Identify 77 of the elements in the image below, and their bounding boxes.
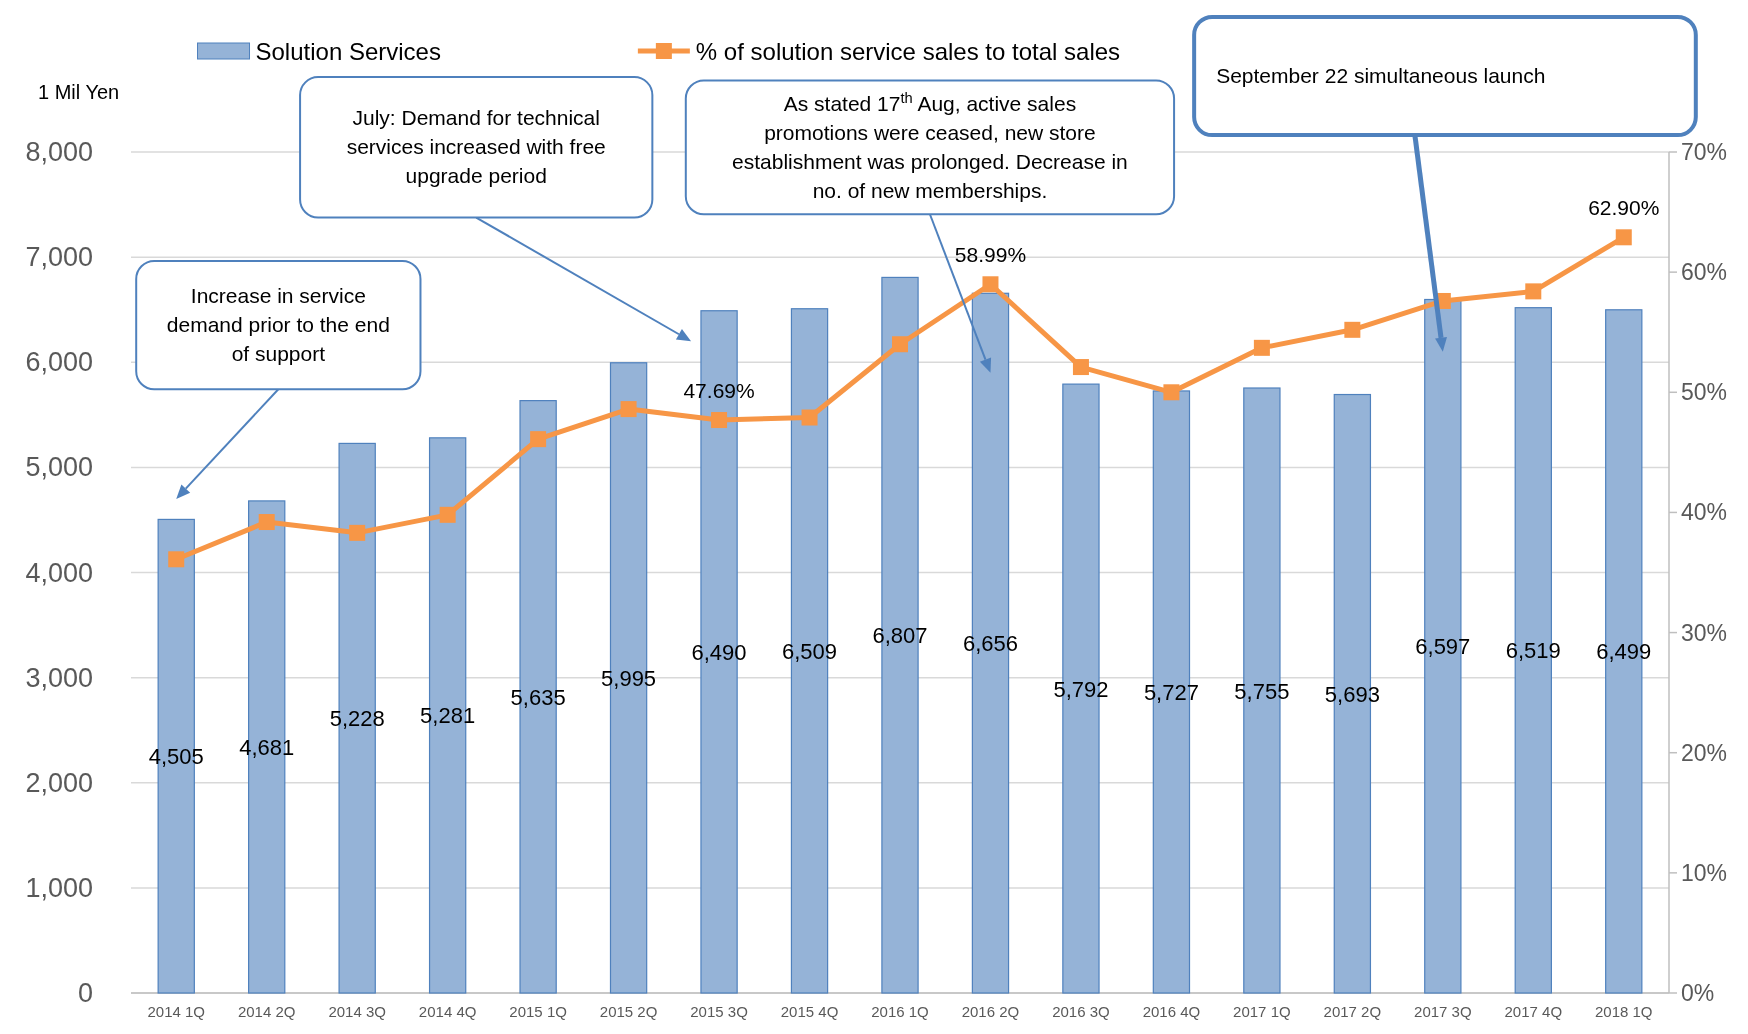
- data-label: 5,727: [1143, 679, 1199, 705]
- point: [982, 276, 999, 293]
- y-tick-label: 2,000: [25, 767, 93, 798]
- legend-label: % of solution service sales to total sales: [695, 38, 1121, 65]
- point: [1163, 384, 1180, 401]
- y-tick-label: 4,000: [25, 557, 93, 588]
- data-label: 5,755: [1234, 678, 1290, 704]
- y2-tick-label: 40%: [1681, 499, 1728, 526]
- y2-tick-label: 0%: [1681, 980, 1715, 1006]
- x-tick-label: 2018 1Q: [1594, 1003, 1653, 1020]
- data-label: 5,792: [1053, 676, 1109, 702]
- x-tick-label: 2015 4Q: [780, 1003, 839, 1020]
- data-label: 4,681: [239, 734, 295, 760]
- x-tick-label: 2014 4Q: [418, 1003, 477, 1020]
- point: [1072, 359, 1089, 376]
- legend-label: Solution Services: [255, 38, 441, 65]
- y-tick-label: 7,000: [25, 242, 93, 273]
- data-label: 5,281: [420, 703, 476, 729]
- x-tick-label: 2015 1Q: [509, 1003, 567, 1020]
- data-label: 6,597: [1415, 634, 1471, 660]
- x-tick-label: 2017 4Q: [1504, 1003, 1563, 1020]
- x-tick-label: 2015 2Q: [599, 1003, 658, 1020]
- y2-tick-label: 10%: [1681, 859, 1728, 886]
- point: [801, 409, 818, 426]
- y-tick-label: 1,000: [25, 872, 93, 903]
- data-label: 62.90%: [1588, 196, 1660, 220]
- y2-tick-label: 70%: [1681, 139, 1728, 165]
- point: [711, 412, 728, 429]
- point: [892, 336, 908, 353]
- y2-tick-label: 20%: [1681, 739, 1728, 766]
- y-tick-label: 5,000: [25, 452, 93, 483]
- x-tick-label: 2015 3Q: [690, 1003, 748, 1020]
- annotation: July: Demand for technical services increased with free upgrade period: [346, 106, 606, 188]
- x-tick-label: 2016 3Q: [1052, 1003, 1110, 1020]
- point: [1525, 283, 1542, 300]
- point: [1253, 339, 1270, 356]
- x-tick-label: 2016 4Q: [1142, 1003, 1201, 1020]
- data-label: 6,807: [872, 623, 928, 649]
- y-tick-label: 8,000: [25, 137, 93, 167]
- y2-tick-label: 30%: [1681, 619, 1728, 646]
- text: September 22 simultaneous launch: [1216, 64, 1546, 87]
- y-tick-label: 3,000: [25, 662, 93, 693]
- point: [349, 524, 366, 541]
- y-tick-label: 0: [77, 978, 93, 1008]
- data-label: 47.69%: [683, 379, 755, 403]
- x-tick-label: 2017 2Q: [1323, 1003, 1382, 1020]
- x-tick-label: 2014 2Q: [237, 1003, 296, 1020]
- data-label: 6,499: [1596, 639, 1652, 665]
- annotation: Increase in service demand prior to the end of support: [166, 284, 390, 366]
- data-label: 58.99%: [954, 243, 1027, 267]
- data-label: 4,505: [148, 744, 204, 770]
- y2-tick-label: 50%: [1681, 379, 1728, 406]
- x-tick-label: 2014 1Q: [147, 1003, 206, 1020]
- x-tick-label: 2017 3Q: [1414, 1003, 1472, 1020]
- y-tick-label: 6,000: [25, 347, 93, 378]
- point: [439, 506, 456, 523]
- y2-tick-label: 60%: [1681, 259, 1728, 286]
- data-label: 5,635: [510, 684, 566, 710]
- point: [258, 514, 275, 531]
- data-label: 6,519: [1505, 638, 1561, 664]
- x-tick-label: 2016 1Q: [871, 1003, 929, 1020]
- data-label: 5,693: [1324, 681, 1380, 707]
- point: [530, 431, 547, 448]
- data-label: 6,490: [691, 639, 747, 665]
- data-label: 5,228: [329, 706, 385, 732]
- data-label: 5,995: [601, 665, 657, 691]
- point: [1344, 321, 1361, 338]
- x-tick-label: 2014 3Q: [328, 1003, 386, 1020]
- annotation: As stated 17$^{th}$ Aug, active sales promotions were ceased, new store establishment was prolonged. Decrease in no. of new memberships.: [732, 89, 1128, 202]
- x-tick-label: 2016 2Q: [961, 1003, 1020, 1020]
- data-label: 6,656: [962, 631, 1018, 657]
- point: [620, 401, 637, 418]
- data-label: 6,509: [782, 638, 838, 664]
- point: [168, 551, 185, 568]
- y-axis-title: 1 Mil Yen: [38, 81, 120, 103]
- x-tick-label: 2017 1Q: [1233, 1003, 1291, 1020]
- point: [1615, 229, 1632, 246]
